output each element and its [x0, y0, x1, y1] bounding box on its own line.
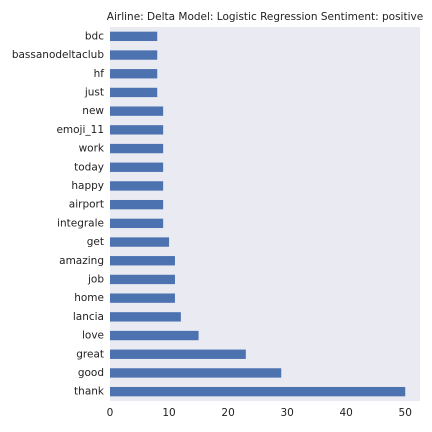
bar-integrale: [110, 218, 164, 229]
x-tick-label: 40: [340, 407, 353, 419]
y-tick-label: love: [82, 330, 104, 342]
x-tick-label: 30: [280, 407, 293, 419]
bar-amazing: [110, 256, 175, 266]
y-tick-label: good: [78, 367, 104, 379]
bar-bassanodeltaclub: [110, 50, 158, 60]
y-tick-label: job: [87, 273, 104, 285]
y-tick-label: new: [82, 105, 104, 117]
y-tick-label: airport: [69, 199, 104, 211]
y-tick-label: work: [79, 143, 105, 155]
y-tick-label: great: [76, 348, 104, 360]
y-tick-label: get: [87, 236, 104, 248]
bar-just: [110, 87, 158, 98]
y-tick-label: hf: [94, 68, 105, 80]
y-tick-label: thank: [74, 386, 105, 398]
bar-good: [110, 368, 282, 378]
bar-get: [110, 237, 170, 247]
y-tick-label: just: [84, 86, 104, 98]
bar-airport: [110, 199, 164, 210]
y-tick-label: home: [74, 292, 104, 304]
bar-great: [110, 349, 246, 359]
bar-today: [110, 162, 164, 172]
chart-title: Airline: Delta Model: Logistic Regressio…: [107, 11, 423, 23]
x-tick-label: 20: [221, 407, 234, 419]
y-tick-label: bassanodeltaclub: [12, 49, 104, 61]
bar-home: [110, 293, 175, 303]
bar-lancia: [110, 312, 181, 322]
bar-work: [110, 143, 164, 154]
y-tick-label: today: [74, 161, 104, 173]
x-tick-label: 0: [107, 407, 114, 419]
y-tick-label: amazing: [59, 255, 104, 267]
bar-job: [110, 274, 175, 285]
y-tick-label: integrale: [57, 217, 104, 229]
x-tick-label: 50: [399, 407, 412, 419]
bar-new: [110, 106, 164, 116]
bar-hf: [110, 69, 158, 79]
x-tick-label: 10: [162, 407, 175, 419]
bar-bdc: [110, 31, 158, 42]
bar-emoji_11: [110, 125, 164, 135]
bar-love: [110, 330, 199, 341]
plot-area: [110, 27, 420, 401]
y-tick-label: happy: [71, 180, 104, 192]
bar-happy: [110, 181, 164, 191]
bar-thank: [110, 386, 406, 397]
y-tick-label: lancia: [73, 311, 104, 323]
y-tick-label: emoji_11: [56, 124, 104, 136]
y-tick-label: bdc: [85, 30, 104, 42]
